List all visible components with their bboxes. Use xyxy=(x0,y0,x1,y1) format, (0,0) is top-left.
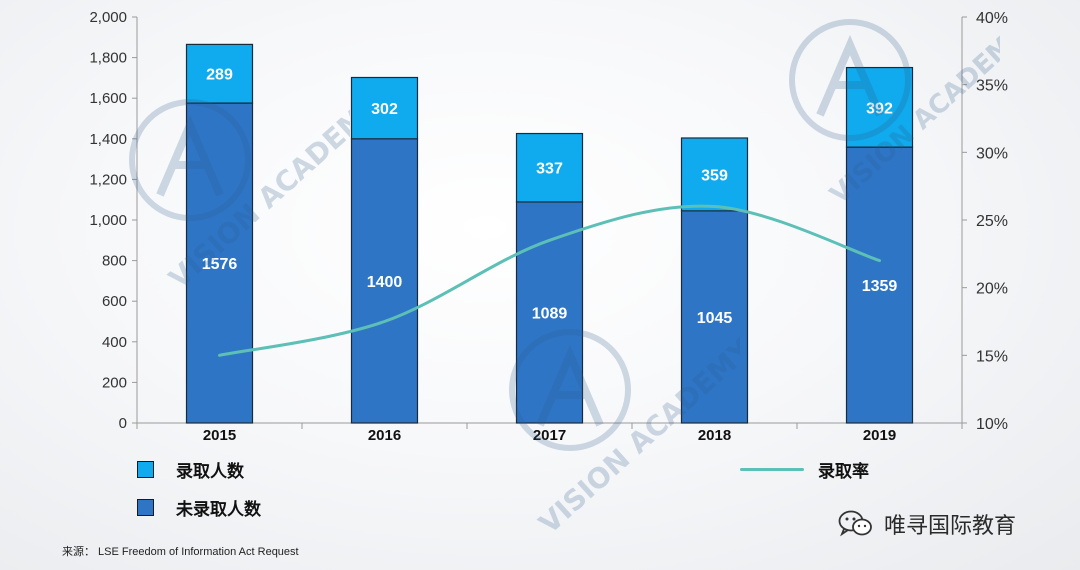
bar-admitted xyxy=(845,66,914,148)
bar-admitted-label: 392 xyxy=(866,100,893,117)
bar-admitted xyxy=(515,132,584,203)
legend-rate: 录取率 xyxy=(740,457,869,482)
bar-admitted xyxy=(680,137,749,212)
legend-rate-line xyxy=(740,468,804,471)
legend-not-admitted: 未录取人数 xyxy=(137,495,261,520)
y-left-tick-label: 600 xyxy=(102,293,127,310)
y-left-tick-label: 200 xyxy=(102,374,127,391)
y-left-tick-label: 800 xyxy=(102,253,127,270)
bar-not-admitted-label: 1045 xyxy=(697,310,733,327)
y-left-tick-label: 1,600 xyxy=(89,90,127,107)
y-left-tick-label: 400 xyxy=(102,334,127,351)
y-left-tick-label: 1,800 xyxy=(89,50,127,67)
x-tick-label: 2018 xyxy=(698,427,731,444)
y-left-tick-label: 1,000 xyxy=(89,212,127,229)
y-right-tick-label: 15% xyxy=(976,348,1008,365)
bar-not-admitted-label: 1359 xyxy=(862,278,898,295)
y-left-tick-label: 2,000 xyxy=(89,9,127,26)
y-left-tick-label: 1,200 xyxy=(89,171,127,188)
bar-not-admitted-label: 1089 xyxy=(532,305,568,322)
bar-not-admitted xyxy=(845,146,914,424)
legend-not-admitted-swatch xyxy=(137,499,154,516)
bar-admitted-label: 289 xyxy=(206,67,233,84)
legend-rate-label: 录取率 xyxy=(818,462,869,482)
y-right-tick-label: 10% xyxy=(976,416,1008,433)
brand-name: 唯寻国际教育 xyxy=(884,514,1017,539)
bar-admitted-label: 337 xyxy=(536,161,563,178)
y-right-tick-label: 35% xyxy=(976,78,1008,95)
bar-admitted-label: 359 xyxy=(701,167,728,184)
bar-not-admitted-label: 1400 xyxy=(367,274,403,291)
bar-not-admitted xyxy=(185,102,254,424)
bar-not-admitted xyxy=(680,210,749,424)
y-right-tick-label: 40% xyxy=(976,10,1008,27)
legend-admitted-label: 录取人数 xyxy=(176,462,244,482)
y-left-tick-label: 0 xyxy=(119,415,127,432)
legend-admitted: 录取人数 xyxy=(137,457,244,482)
y-right-tick-label: 20% xyxy=(976,281,1008,298)
x-tick-label: 2017 xyxy=(533,427,566,444)
bar-not-admitted-label: 1576 xyxy=(202,256,238,273)
bar-not-admitted xyxy=(350,138,419,424)
x-tick-label: 2019 xyxy=(863,427,896,444)
legend-admitted-swatch xyxy=(137,461,154,478)
brand-credit: 唯寻国际教育 xyxy=(838,508,1016,540)
x-tick-label: 2016 xyxy=(368,427,401,444)
y-left-tick-label: 1,400 xyxy=(89,131,127,148)
bar-admitted xyxy=(350,76,419,140)
y-right-tick-label: 30% xyxy=(976,145,1008,162)
source-note: 来源： LSE Freedom of Information Act Reque… xyxy=(62,546,299,558)
wechat-icon xyxy=(838,510,872,537)
x-tick-label: 2015 xyxy=(203,427,236,444)
bar-admitted xyxy=(185,43,254,104)
bar-admitted-label: 302 xyxy=(371,101,398,118)
legend-not-admitted-label: 未录取人数 xyxy=(176,500,261,520)
y-right-tick-label: 25% xyxy=(976,213,1008,230)
